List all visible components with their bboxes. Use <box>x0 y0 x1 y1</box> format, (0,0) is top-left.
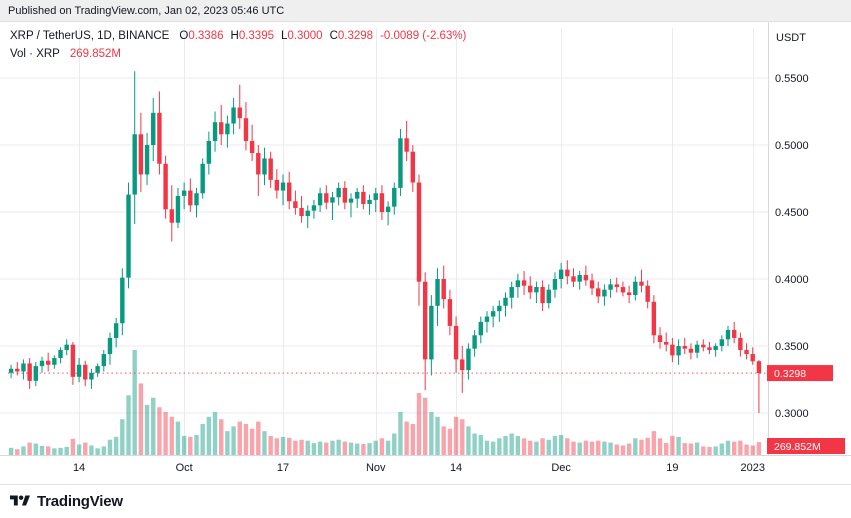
symbol-row: XRP / TetherUS, 1D, BINANCE O0.3386 H0.3… <box>10 30 467 43</box>
svg-text:0.4500: 0.4500 <box>775 207 809 219</box>
last-price-badge: 0.3298 <box>767 365 833 382</box>
price-axis-labels: 0.5500 0.5000 0.4500 0.4000 0.3500 0.3000 <box>775 73 809 420</box>
svg-text:2023: 2023 <box>740 462 764 474</box>
volume-row: Vol · XRP 269.852M <box>10 47 466 61</box>
svg-text:Oct: Oct <box>176 462 193 474</box>
svg-text:Dec: Dec <box>551 462 571 474</box>
volume-value: 269.852M <box>69 47 122 60</box>
change-value: -0.0089 (-2.63%) <box>380 30 467 42</box>
svg-text:19: 19 <box>666 462 678 474</box>
candlestick-chart[interactable]: 0.5500 0.5000 0.4500 0.4000 0.3500 0.3000 14 Oc… <box>0 22 851 484</box>
volume-bars <box>8 350 762 455</box>
chart-legend: XRP / TetherUS, 1D, BINANCE O0.3386 H0.3… <box>10 30 467 66</box>
svg-text:14: 14 <box>73 462 85 474</box>
svg-text:0.5000: 0.5000 <box>775 140 809 152</box>
svg-text:0.3500: 0.3500 <box>775 341 809 353</box>
publish-info-text: Published on TradingView.com, Jan 02, 20… <box>8 5 285 17</box>
tradingview-logo-icon[interactable] <box>10 493 30 509</box>
high-value: H0.3395 <box>230 30 275 42</box>
footer-bar: TradingView <box>0 484 851 517</box>
axis-lines <box>0 22 851 456</box>
svg-text:0.3000: 0.3000 <box>775 408 809 420</box>
svg-text:17: 17 <box>277 462 289 474</box>
candles <box>8 71 762 413</box>
grid-lines <box>0 28 768 455</box>
volume-badge: 269.852M <box>767 438 845 454</box>
symbol-title[interactable]: XRP / TetherUS, 1D, BINANCE <box>10 30 170 42</box>
volume-label[interactable]: Vol · XRP <box>10 47 60 60</box>
svg-text:0.5500: 0.5500 <box>775 73 809 85</box>
svg-text:14: 14 <box>450 462 462 474</box>
chart-region: 0.5500 0.5000 0.4500 0.4000 0.3500 0.3000 14 Oc… <box>0 22 851 484</box>
svg-text:269.852M: 269.852M <box>774 441 821 453</box>
time-axis-labels: 14 Oct 17 Nov 14 Dec 19 2023 <box>73 462 765 474</box>
open-value: O0.3386 <box>179 30 224 42</box>
svg-text:Nov: Nov <box>366 462 386 474</box>
publish-bar: Published on TradingView.com, Jan 02, 20… <box>0 0 851 22</box>
price-axis-currency-label: USDT <box>776 32 806 44</box>
tradingview-brand[interactable]: TradingView <box>37 492 123 510</box>
low-value: L0.3000 <box>281 30 323 42</box>
svg-text:0.3298: 0.3298 <box>774 368 806 380</box>
svg-text:0.4000: 0.4000 <box>775 274 809 286</box>
close-value: C0.3298 <box>329 30 374 42</box>
